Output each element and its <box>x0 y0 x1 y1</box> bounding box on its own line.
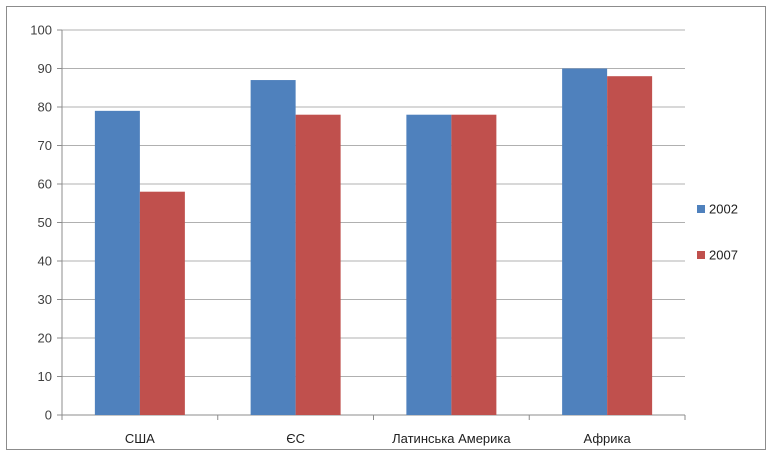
bar-2007-3 <box>607 76 653 415</box>
legend-label-2007: 2007 <box>709 248 738 263</box>
x-category-label-3: Африка <box>584 431 632 446</box>
legend-label-2002: 2002 <box>709 202 738 217</box>
y-tick-labels: 0 10 20 30 40 50 60 70 80 90 100 <box>30 23 52 423</box>
y-tick-label-50: 50 <box>38 215 52 230</box>
bar-2002-0 <box>94 110 140 415</box>
y-tick-label-90: 90 <box>38 61 52 76</box>
y-tick-label-70: 70 <box>38 138 52 153</box>
bars <box>94 68 653 416</box>
legend: 2002 2007 <box>697 202 738 263</box>
legend-swatch-2007 <box>697 251 705 259</box>
bar-2002-2 <box>406 114 452 415</box>
y-tick-label-60: 60 <box>38 177 52 192</box>
y-tick-label-10: 10 <box>38 369 52 384</box>
bar-2002-3 <box>562 68 608 415</box>
bar-2002-1 <box>250 80 296 416</box>
x-category-label-0: США <box>125 431 155 446</box>
legend-swatch-2002 <box>697 205 705 213</box>
x-category-labels: США ЄС Латинська Америка Африка <box>125 431 632 446</box>
y-tick-label-80: 80 <box>38 100 52 115</box>
bar-2007-0 <box>139 191 185 415</box>
y-tick-label-20: 20 <box>38 331 52 346</box>
y-tick-label-100: 100 <box>30 23 52 38</box>
y-tick-label-30: 30 <box>38 292 52 307</box>
bar-2007-1 <box>295 114 341 415</box>
x-category-label-1: ЄС <box>286 431 305 446</box>
y-tick-label-40: 40 <box>38 254 52 269</box>
y-tick-label-0: 0 <box>45 408 52 423</box>
x-category-label-2: Латинська Америка <box>392 431 511 446</box>
bar-2007-2 <box>451 114 497 415</box>
